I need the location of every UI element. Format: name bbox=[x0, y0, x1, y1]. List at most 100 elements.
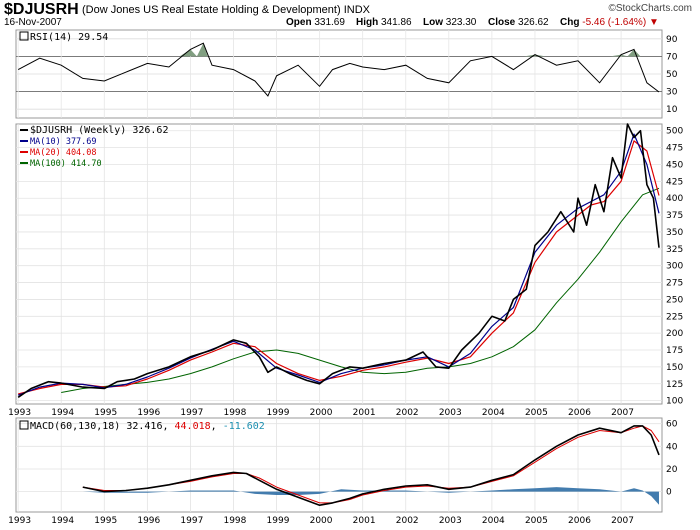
macd-x-tick-label: 1994 bbox=[51, 516, 74, 526]
macd-x-tick-label: 1999 bbox=[267, 516, 290, 526]
index-full-name: (Dow Jones US Real Estate Holding & Deve… bbox=[82, 4, 341, 16]
rsi-overbought-area bbox=[610, 54, 628, 57]
rsi-tick-label: 90 bbox=[666, 35, 678, 45]
macd-x-tick-label: 2002 bbox=[396, 516, 419, 526]
macd-x-tick-label: 1997 bbox=[180, 516, 203, 526]
price-tick-label: 300 bbox=[666, 262, 683, 272]
price-tick-label: 175 bbox=[666, 346, 683, 356]
price-x-tick-label: 2002 bbox=[396, 408, 419, 418]
macd-histogram bbox=[82, 487, 659, 505]
price-series-price bbox=[17, 123, 660, 398]
macd-tick-label: 40 bbox=[666, 442, 678, 452]
macd-x-axis: 1993 1994 1995 1996 1997 1998 1999 2000 2001 2002… bbox=[8, 516, 634, 526]
macd-tick-label: 0 bbox=[666, 488, 672, 498]
macd-x-tick-label: 2007 bbox=[611, 516, 634, 526]
price-x-tick-label: 2000 bbox=[310, 408, 333, 418]
high-value: 341.86 bbox=[381, 17, 412, 28]
price-x-tick-label: 1998 bbox=[223, 408, 246, 418]
chart-date: 16-Nov-2007 bbox=[4, 17, 62, 28]
macd-x-tick-label: 1995 bbox=[94, 516, 117, 526]
macd-x-tick-label: 2004 bbox=[482, 516, 505, 526]
index-name: (Dow Jones US Real Estate Holding & Deve… bbox=[82, 4, 370, 16]
macd-x-tick-label: 2006 bbox=[568, 516, 591, 526]
price-x-axis: 1993 1994 1995 1996 1997 1998 1999 2000 2001 2002… bbox=[8, 408, 634, 418]
price-tick-label: 325 bbox=[666, 245, 683, 255]
price-series bbox=[17, 123, 660, 398]
macd-x-tick-label: 2000 bbox=[310, 516, 333, 526]
stockcharts-logo[interactable]: ©StockCharts.com bbox=[608, 3, 692, 14]
macd-lines bbox=[82, 425, 660, 506]
macd-tick-label: 60 bbox=[666, 420, 678, 430]
rsi-overbought-area bbox=[196, 43, 208, 57]
low-stat: Low 323.30 bbox=[423, 17, 476, 28]
close-value: 326.62 bbox=[518, 17, 549, 28]
low-label: Low bbox=[423, 17, 443, 28]
macd-series-macd bbox=[82, 425, 660, 506]
close-stat: Close 326.62 bbox=[488, 17, 549, 28]
change-stat: Chg -5.46 (-1.64%) ▼ bbox=[560, 17, 659, 28]
macd-x-tick-label: 1996 bbox=[137, 516, 160, 526]
macd-legend: MACD(60,130,18) 32.416, 44.018, -11.602 bbox=[30, 421, 265, 432]
rsi-y-axis: 10 30 50 70 90 bbox=[666, 35, 678, 115]
macd-value: 32.416 bbox=[126, 421, 162, 432]
change-label: Chg bbox=[560, 17, 580, 28]
price-tick-label: 225 bbox=[666, 312, 683, 322]
legend-label-ma10: MA(10) 377.69 bbox=[30, 137, 97, 147]
legend-label-price: $DJUSRH (Weekly) 326.62 bbox=[30, 125, 168, 136]
price-tick-label: 125 bbox=[666, 380, 683, 390]
rsi-tick-label: 10 bbox=[666, 105, 678, 115]
price-x-tick-label: 2001 bbox=[353, 408, 376, 418]
price-x-tick-label: 2006 bbox=[568, 408, 591, 418]
price-tick-label: 350 bbox=[666, 228, 683, 238]
high-label: High bbox=[356, 17, 379, 28]
rsi-series-line bbox=[17, 42, 660, 97]
macd-x-tick-label: 1993 bbox=[8, 516, 31, 526]
change-down-icon: ▼ bbox=[648, 17, 659, 28]
low-value: 323.30 bbox=[445, 17, 477, 28]
macd-x-tick-label: 1998 bbox=[223, 516, 246, 526]
macd-x-tick-label: 2003 bbox=[439, 516, 462, 526]
rsi-overbought-area bbox=[627, 49, 641, 57]
rsi-line bbox=[17, 42, 660, 97]
rsi-grid bbox=[16, 30, 662, 118]
legend-label-ma100: MA(100) 414.70 bbox=[30, 159, 102, 169]
price-x-tick-label: 1999 bbox=[267, 408, 290, 418]
macd-x-tick-label: 2005 bbox=[525, 516, 548, 526]
macd-x-tick-label: 2001 bbox=[353, 516, 376, 526]
close-label: Close bbox=[488, 17, 516, 28]
macd-legend-box bbox=[19, 420, 29, 430]
price-x-tick-label: 2004 bbox=[482, 408, 505, 418]
price-x-tick-label: 2007 bbox=[611, 408, 634, 418]
macd-sep-2: , bbox=[211, 421, 223, 432]
price-x-tick-label: 1996 bbox=[137, 408, 160, 418]
price-x-tick-label: 2003 bbox=[439, 408, 462, 418]
rsi-title: RSI(14) 29.54 bbox=[30, 32, 108, 43]
macd-panel-frame bbox=[15, 417, 663, 513]
price-tick-label: 425 bbox=[666, 177, 683, 187]
rsi-tick-label: 30 bbox=[666, 88, 678, 98]
price-tick-label: 100 bbox=[666, 397, 683, 407]
open-label: Open bbox=[286, 17, 312, 28]
macd-title: MACD(60,130,18) bbox=[30, 421, 120, 432]
legend-label-ma20: MA(20) 404.08 bbox=[30, 148, 97, 158]
price-tick-label: 400 bbox=[666, 194, 683, 204]
price-x-tick-label: 1994 bbox=[51, 408, 74, 418]
macd-hist-value: -11.602 bbox=[223, 421, 265, 432]
price-x-tick-label: 1995 bbox=[94, 408, 117, 418]
symbol-title: $DJUSRH bbox=[4, 1, 79, 18]
macd-tick-label: 20 bbox=[666, 465, 678, 475]
price-tick-label: 200 bbox=[666, 329, 683, 339]
price-panel-frame bbox=[15, 123, 663, 405]
price-series-ma20 bbox=[18, 140, 660, 395]
open-value: 331.69 bbox=[314, 17, 345, 28]
price-x-tick-label: 2005 bbox=[525, 408, 548, 418]
price-tick-label: 475 bbox=[666, 144, 683, 154]
change-value: -5.46 (-1.64%) bbox=[582, 17, 647, 28]
price-tick-label: 275 bbox=[666, 279, 683, 289]
macd-signal-value: 44.018 bbox=[175, 421, 211, 432]
price-tick-label: 250 bbox=[666, 295, 683, 305]
macd-sep-1: , bbox=[162, 421, 174, 432]
price-y-axis: 100 125 150 175 200 225 250 275 300 325 350 375 400 4… bbox=[666, 127, 683, 407]
exchange-label: INDX bbox=[343, 4, 370, 16]
